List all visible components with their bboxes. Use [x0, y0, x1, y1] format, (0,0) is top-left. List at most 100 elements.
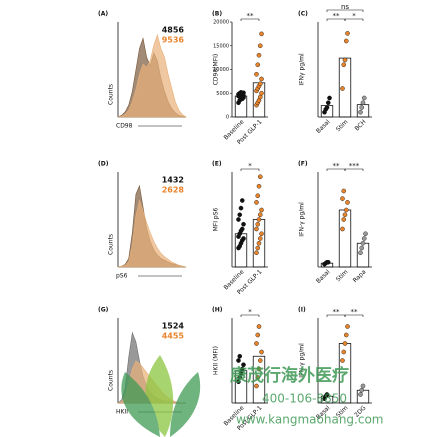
y-tick-label: 20000: [213, 20, 229, 26]
data-point: [359, 245, 365, 251]
data-point: [361, 236, 367, 241]
panel-label: (I): [298, 307, 306, 314]
x-axis-label: CD98: [116, 123, 133, 130]
data-point: [259, 90, 264, 96]
y-axis-label: MFI pS6: [213, 207, 220, 231]
panel-label: (E): [212, 161, 222, 168]
data-point: [345, 200, 350, 205]
data-point: [259, 207, 264, 213]
data-point: [327, 95, 332, 101]
data-point: [259, 231, 264, 237]
data-point: [341, 217, 347, 222]
mfi-label: 1432: [162, 176, 184, 185]
data-point: [360, 240, 366, 246]
significance-label: *: [248, 308, 252, 316]
watermark-logo: [121, 355, 201, 437]
data-point: [257, 174, 263, 180]
x-axis-label: HKII: [116, 409, 128, 416]
data-point: [325, 259, 331, 265]
data-point: [342, 212, 348, 218]
data-point: [237, 375, 243, 380]
data-point: [345, 324, 350, 329]
significance-label: **: [333, 12, 341, 20]
data-point: [342, 341, 348, 346]
data-point: [358, 250, 363, 256]
data-point: [236, 217, 241, 222]
y-tick-label: 0: [226, 115, 229, 121]
panel-label: (F): [298, 161, 308, 168]
data-point: [238, 370, 244, 376]
data-point: [358, 392, 363, 397]
data-point: [359, 387, 365, 393]
data-point: [360, 100, 366, 106]
data-point: [241, 221, 246, 227]
data-point: [361, 95, 367, 101]
x-tick-label: Basal: [315, 268, 332, 285]
mfi-label: 1524: [162, 322, 185, 331]
data-point: [360, 383, 366, 389]
significance-label: **: [351, 308, 359, 316]
data-point: [359, 105, 365, 110]
significance-bracket: [344, 168, 364, 171]
x-axis-label: pS6: [116, 273, 128, 280]
data-point: [236, 358, 241, 363]
x-tick-label: Basal: [315, 118, 332, 135]
watermark-url: www.kangmaohang.com: [236, 413, 383, 427]
data-point: [259, 31, 264, 37]
significance-bracket: [240, 314, 260, 317]
data-point: [255, 62, 261, 68]
data-point: [256, 324, 262, 329]
data-point: [343, 332, 349, 338]
significance-bracket: [344, 314, 364, 317]
panel-label: (A): [98, 11, 108, 18]
watermark-name: 康茂行海外医疗: [230, 365, 349, 386]
data-point: [254, 71, 259, 77]
y-axis-label: CD98(MFI): [213, 54, 220, 86]
y-axis-label: IFNγ pg/ml: [299, 53, 306, 86]
data-point: [241, 362, 246, 368]
histogram-curve: [117, 33, 187, 118]
y-axis-label: Counts: [108, 370, 115, 391]
data-point: [363, 231, 368, 237]
data-point: [345, 31, 350, 36]
panel-label: (B): [212, 11, 222, 18]
data-point: [239, 198, 245, 203]
data-point: [343, 207, 349, 213]
leaf: [121, 372, 160, 437]
data-point: [257, 94, 263, 100]
significance-label: **: [333, 162, 341, 170]
y-axis-label: Counts: [108, 84, 115, 105]
data-point: [324, 392, 330, 397]
data-point: [255, 221, 261, 227]
mfi-label: 9536: [162, 36, 185, 45]
data-point: [256, 240, 262, 246]
data-point: [257, 358, 263, 363]
data-point: [239, 366, 245, 372]
y-tick-label: 15000: [213, 43, 229, 49]
data-point: [341, 349, 347, 355]
significance-label: ns: [341, 3, 349, 11]
significance-label: ***: [349, 162, 360, 170]
y-axis-label: Counts: [108, 234, 115, 255]
histogram-curve: [117, 199, 187, 268]
x-tick-label: Stim: [335, 118, 350, 133]
data-point: [324, 105, 330, 110]
data-point: [325, 100, 331, 106]
data-point: [255, 193, 261, 199]
data-point: [341, 62, 347, 68]
data-point: [341, 188, 347, 194]
data-point: [256, 366, 262, 372]
mfi-label: 4455: [162, 332, 185, 341]
data-point: [254, 383, 259, 389]
data-point: [254, 226, 259, 232]
watermark-phone: 400-106-8850: [262, 392, 347, 406]
y-axis-label: IFN-γ pg/ml: [299, 202, 306, 237]
data-point: [239, 226, 245, 232]
mfi-label: 4856: [162, 26, 185, 35]
y-axis-label: IFN-γ pg/ml: [299, 343, 306, 378]
panel-label: (D): [98, 161, 109, 168]
data-point: [257, 43, 263, 49]
data-point: [340, 226, 345, 232]
y-tick-label: 5000: [216, 91, 229, 97]
data-point: [259, 76, 264, 82]
